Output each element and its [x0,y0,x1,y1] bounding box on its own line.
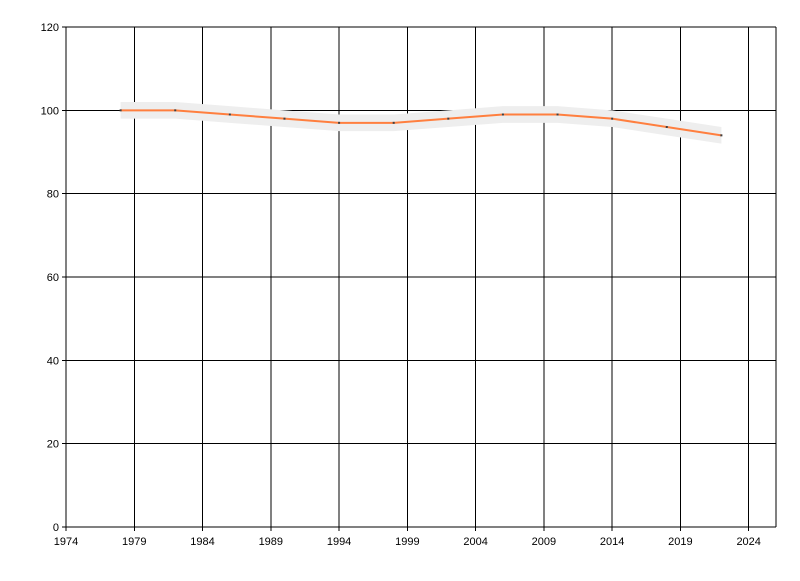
data-point [338,121,341,124]
x-tick-label: 2024 [736,536,760,548]
x-tick-label: 1999 [395,536,419,548]
y-tick-label: 120 [41,22,59,34]
x-tick-label: 2014 [600,536,624,548]
y-tick-label: 60 [47,272,59,284]
data-point [556,113,559,116]
x-tick-label: 1989 [259,536,283,548]
data-point [611,117,614,120]
confidence-band [120,102,722,144]
y-tick-label: 80 [47,189,59,201]
y-tick-label: 100 [41,105,59,117]
x-tick-label: 1979 [122,536,146,548]
series-line [120,109,722,137]
data-point [392,121,395,124]
data-point [665,126,668,128]
x-tick-label: 2004 [463,536,487,548]
x-tick-label: 1994 [327,536,351,548]
data-point [501,113,504,116]
data-point [119,109,122,112]
y-tick-label: 40 [47,355,59,367]
data-point [720,134,723,137]
data-point [283,117,286,120]
y-tick-label: 20 [47,439,59,451]
data-point [174,109,177,112]
x-tick-label: 2009 [532,536,556,548]
data-point [228,113,231,116]
x-tick-label: 1974 [54,536,78,548]
y-tick-label: 0 [53,522,59,534]
data-point [447,117,450,120]
x-tick-label: 2019 [668,536,692,548]
x-tick-label: 1984 [190,536,214,548]
